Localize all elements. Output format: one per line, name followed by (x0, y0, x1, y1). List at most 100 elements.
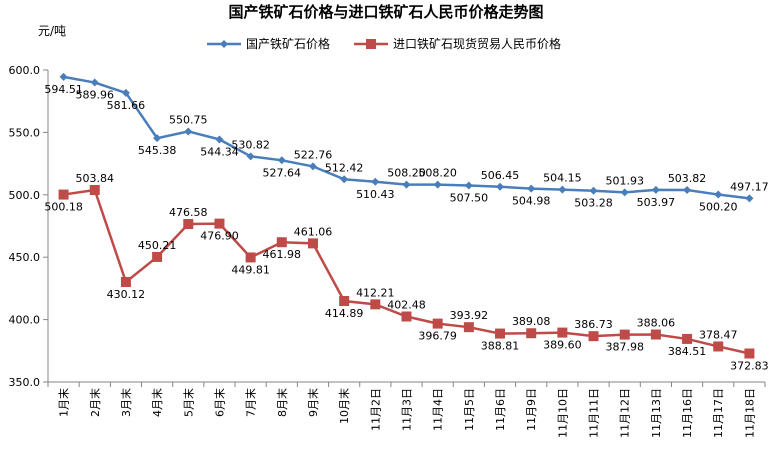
data-point (557, 327, 568, 338)
data-label: 378.47 (699, 328, 738, 341)
data-label: 402.48 (387, 299, 426, 312)
x-tick-label: 11月3日 (401, 388, 414, 431)
data-point (495, 328, 506, 339)
data-point (246, 152, 255, 161)
data-point (745, 194, 754, 203)
data-point (683, 186, 692, 195)
data-point (588, 331, 599, 342)
y-tick-label: 550.0 (9, 126, 41, 139)
data-label: 503.97 (637, 196, 676, 209)
y-tick-label: 600.0 (9, 64, 41, 77)
data-point (463, 322, 474, 333)
data-label: 550.75 (169, 113, 208, 126)
y-axis-unit-label: 元/吨 (38, 24, 66, 38)
data-point (401, 311, 412, 322)
data-point (682, 333, 693, 344)
x-tick-label: 11月6日 (494, 388, 507, 431)
data-point (245, 252, 256, 263)
x-axis-ticks: 1月末 2月末 3月末 4月末 5月末 6月末 7月末 8月末 9月末 10月末 11月2日 11月3… (47, 382, 766, 438)
x-tick-label: 1月末 (57, 388, 71, 417)
data-label: 389.08 (512, 315, 551, 328)
x-tick-label: 2月末 (88, 388, 102, 417)
x-tick-label: 11月11日 (588, 388, 601, 438)
data-point (589, 186, 598, 195)
data-point (59, 72, 68, 81)
data-label: 522.76 (294, 148, 333, 161)
data-label: 507.50 (450, 191, 489, 204)
x-tick-label: 11月10日 (556, 388, 569, 438)
x-tick-label: 11月9日 (525, 388, 538, 431)
data-point (89, 185, 100, 196)
data-label: 476.90 (200, 230, 239, 243)
data-point (339, 296, 350, 307)
x-tick-label: 4月末 (150, 388, 164, 417)
data-point (277, 156, 286, 165)
x-tick-label: 9月末 (306, 388, 320, 417)
y-axis-ticks: 350.0 400.0 450.0 500.0 550.0 600.0 (9, 64, 48, 389)
data-label: 461.98 (263, 248, 302, 261)
series-markers (58, 72, 755, 359)
legend-marker-domestic (220, 40, 228, 48)
data-point (713, 341, 724, 352)
data-label: 386.73 (574, 318, 613, 331)
data-label: 450.21 (138, 239, 177, 252)
data-label: 461.06 (294, 225, 333, 238)
x-tick-label: 11月13日 (650, 388, 663, 438)
x-tick-label: 7月末 (244, 388, 258, 417)
data-label: 430.12 (107, 288, 146, 301)
data-label: 388.06 (637, 317, 676, 330)
data-point (714, 190, 723, 199)
data-label: 512.42 (325, 161, 364, 174)
data-label: 594.51 (44, 83, 83, 96)
x-tick-label: 11月5日 (463, 388, 476, 431)
data-point (120, 277, 131, 288)
x-tick-label: 11月18日 (743, 388, 756, 438)
data-point (402, 180, 411, 189)
data-label: 387.98 (605, 341, 644, 354)
data-point (121, 88, 130, 97)
data-label: 527.64 (263, 166, 302, 179)
data-label: 501.93 (605, 174, 644, 187)
data-label: 503.82 (668, 172, 707, 185)
data-point (433, 180, 442, 189)
data-point (464, 181, 473, 190)
data-label: 503.28 (574, 197, 613, 210)
x-tick-label: 8月末 (275, 388, 289, 417)
data-label: 504.98 (512, 195, 551, 208)
x-tick-label: 11月4日 (432, 388, 445, 431)
data-point (184, 127, 193, 136)
data-point (527, 184, 536, 193)
data-point (558, 185, 567, 194)
data-label: 545.38 (138, 144, 177, 157)
data-label: 504.15 (543, 172, 582, 185)
data-label: 544.34 (200, 145, 239, 158)
data-point (650, 329, 661, 340)
data-label: 589.96 (76, 89, 115, 102)
data-point (619, 329, 630, 340)
data-point (496, 182, 505, 191)
data-label: 503.84 (76, 172, 115, 185)
series-line-0 (63, 75, 750, 200)
data-label: 510.43 (356, 188, 395, 201)
data-point (58, 189, 69, 200)
data-label: 389.60 (543, 339, 582, 352)
data-point (153, 134, 162, 143)
data-point (215, 135, 224, 144)
data-label: 581.66 (107, 99, 146, 112)
data-label: 530.82 (231, 138, 270, 151)
x-tick-label: 6月末 (212, 388, 226, 417)
x-tick-label: 5月末 (181, 388, 195, 417)
data-label: 396.79 (418, 330, 457, 343)
legend: 国产铁矿石价格 进口铁矿石现货贸易人民币价格 (207, 36, 561, 51)
y-tick-label: 450.0 (9, 251, 41, 264)
y-tick-label: 400.0 (9, 314, 41, 327)
data-point (620, 188, 629, 197)
data-label: 506.45 (481, 169, 520, 182)
x-tick-label: 11月12日 (619, 388, 632, 438)
data-label: 388.81 (481, 340, 520, 353)
legend-label-domestic: 国产铁矿石价格 (246, 36, 330, 51)
data-point (307, 238, 318, 249)
data-label: 500.18 (44, 201, 83, 214)
